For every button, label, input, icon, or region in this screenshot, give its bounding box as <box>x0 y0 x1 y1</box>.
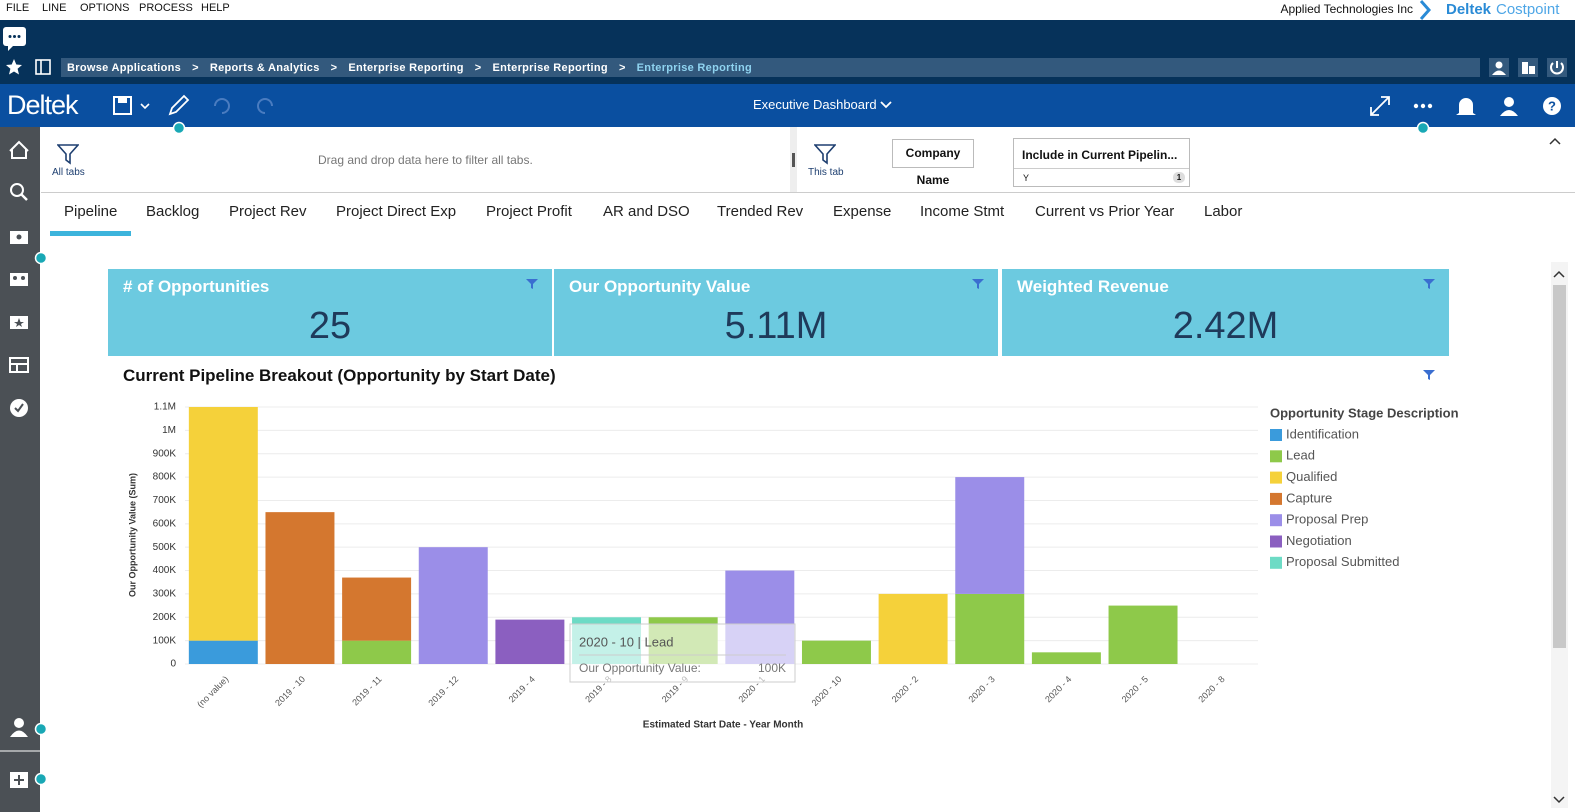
x-tick-label: 2020 - 10 <box>810 674 844 708</box>
tooltip-value: 100K <box>758 661 786 675</box>
y-tick-label: 900K <box>153 448 177 459</box>
x-axis-label: Estimated Start Date - Year Month <box>643 720 803 731</box>
legend-title: Opportunity Stage Description <box>1270 405 1459 420</box>
bar <box>955 477 1024 594</box>
x-tick-label: 2019 - 12 <box>426 674 460 708</box>
bar <box>1032 652 1101 664</box>
bar <box>419 547 488 664</box>
tooltip-label: Our Opportunity Value: <box>579 661 701 675</box>
x-tick-label: 2020 - 8 <box>1196 674 1226 704</box>
y-tick-label: 300K <box>153 589 177 600</box>
x-tick-label: 2020 - 2 <box>890 674 920 704</box>
x-tick-label: 2020 - 4 <box>1043 674 1073 704</box>
x-tick-label: 2020 - 3 <box>966 674 996 704</box>
y-tick-label: 600K <box>153 518 177 529</box>
y-tick-label: 700K <box>153 495 177 506</box>
bar <box>495 620 564 664</box>
x-tick-label: 2019 - 10 <box>273 674 307 708</box>
y-tick-label: 500K <box>153 542 177 553</box>
y-tick-label: 0 <box>170 659 176 670</box>
bar <box>189 407 258 641</box>
legend-label: Capture <box>1286 490 1332 505</box>
legend-swatch <box>1270 514 1282 526</box>
y-tick-label: 200K <box>153 612 177 623</box>
legend-swatch <box>1270 493 1282 505</box>
collapse-icon[interactable] <box>1549 136 1561 146</box>
legend-label: Negotiation <box>1286 533 1352 548</box>
legend-swatch <box>1270 536 1282 548</box>
legend-swatch <box>1270 429 1282 441</box>
x-tick-label: 2020 - 5 <box>1120 674 1150 704</box>
bar <box>879 594 948 664</box>
tooltip-title: 2020 - 10 | Lead <box>579 634 673 649</box>
x-tick-label: 2019 - 4 <box>507 674 537 704</box>
y-axis-label: Our Opportunity Value (Sum) <box>127 473 137 597</box>
scroll-arrows[interactable] <box>1553 268 1565 808</box>
y-tick-label: 1M <box>162 425 176 436</box>
legend-swatch <box>1270 472 1282 484</box>
bar <box>342 578 411 641</box>
legend-label: Proposal Prep <box>1286 512 1368 527</box>
y-tick-label: 1.1M <box>154 402 176 413</box>
y-tick-label: 400K <box>153 565 177 576</box>
bar <box>342 641 411 664</box>
x-tick-label: 2019 - 11 <box>350 674 383 707</box>
bar <box>955 594 1024 664</box>
bar <box>189 641 258 664</box>
legend-label: Lead <box>1286 448 1315 463</box>
bar <box>1109 606 1178 664</box>
bar <box>265 512 334 664</box>
legend-label: Identification <box>1286 426 1359 441</box>
bar <box>802 641 871 664</box>
y-tick-label: 100K <box>153 635 177 646</box>
y-tick-label: 800K <box>153 472 177 483</box>
legend-label: Proposal Submitted <box>1286 554 1399 569</box>
legend-swatch <box>1270 450 1282 462</box>
legend-swatch <box>1270 557 1282 569</box>
x-tick-label: (no value) <box>195 674 230 709</box>
legend-label: Qualified <box>1286 469 1337 484</box>
